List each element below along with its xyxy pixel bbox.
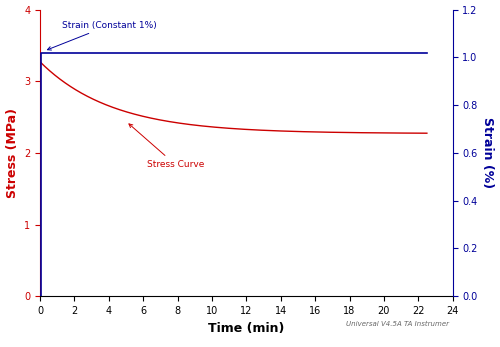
Y-axis label: Strain (%): Strain (%) <box>482 117 494 188</box>
Text: Strain (Constant 1%): Strain (Constant 1%) <box>48 20 157 50</box>
X-axis label: Time (min): Time (min) <box>208 322 284 335</box>
Text: Stress Curve: Stress Curve <box>129 124 204 169</box>
Text: Universal V4.5A TA Instrumer: Universal V4.5A TA Instrumer <box>346 321 449 327</box>
Y-axis label: Stress (MPa): Stress (MPa) <box>6 108 18 198</box>
